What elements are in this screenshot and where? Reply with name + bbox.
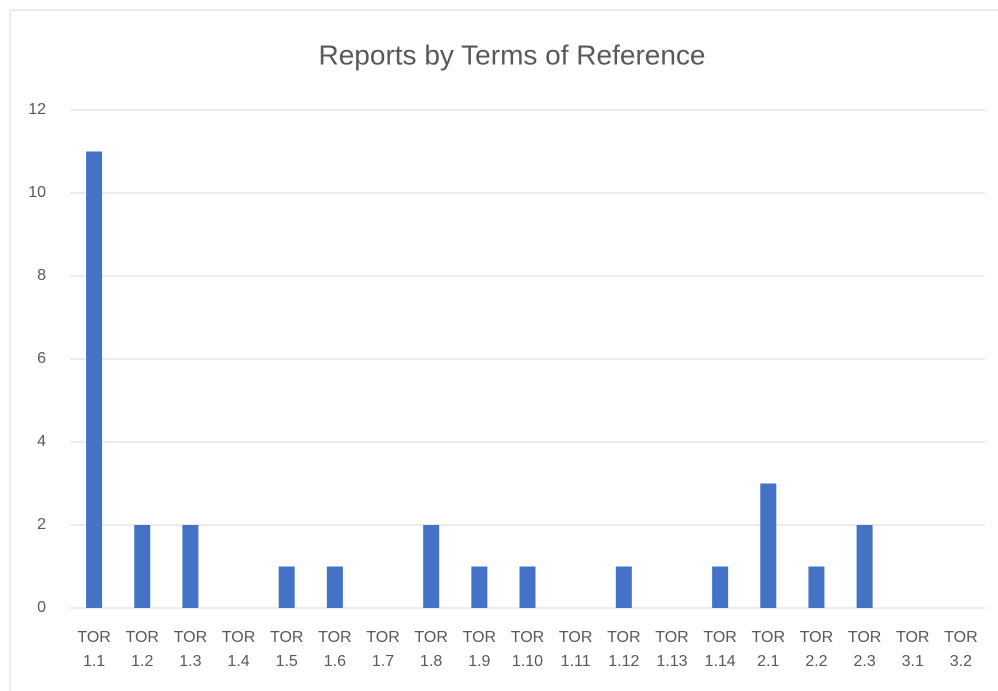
bar <box>760 483 777 608</box>
x-tick-label: TOR 1.8 <box>414 629 448 670</box>
y-tick-label: 8 <box>37 267 46 284</box>
y-tick-label: 12 <box>28 101 46 118</box>
bar <box>808 566 825 608</box>
x-tick-label: TOR 1.6 <box>318 629 352 670</box>
x-tick-label: TOR 2.3 <box>847 629 882 670</box>
x-tick-label: TOR 1.4 <box>221 629 256 670</box>
bar <box>856 525 873 608</box>
x-tick-label: TOR 3.1 <box>896 629 930 670</box>
y-tick-label: 6 <box>37 350 46 367</box>
bar <box>519 566 536 608</box>
x-tick-label: TOR 2.1 <box>751 629 786 670</box>
x-tick-label: TOR 1.2 <box>125 629 159 670</box>
bar <box>134 525 151 608</box>
x-tick-label: TOR 1.14 <box>703 629 737 670</box>
chart-border <box>9 9 998 691</box>
bar <box>278 566 295 608</box>
x-tick-label: TOR 1.1 <box>77 629 111 670</box>
chart-title: Reports by Terms of Reference <box>319 39 706 70</box>
x-tick-label: TOR 1.13 <box>655 629 689 670</box>
x-tick-label: TOR 1.7 <box>366 629 400 670</box>
x-tick-label: TOR 1.11 <box>558 629 593 670</box>
x-tick-label: TOR 1.3 <box>173 629 208 670</box>
y-tick-label: 0 <box>37 599 46 616</box>
bar <box>712 566 729 608</box>
bar <box>326 566 343 608</box>
bar <box>615 566 632 608</box>
bar <box>182 525 199 608</box>
x-tick-label: TOR 1.9 <box>462 629 497 670</box>
y-tick-label: 10 <box>28 184 46 201</box>
x-tick-label: TOR 2.2 <box>799 629 834 670</box>
x-tick-label: TOR 3.2 <box>944 629 978 670</box>
bar <box>86 151 103 608</box>
bar <box>423 525 440 608</box>
x-tick-label: TOR 1.10 <box>510 629 545 670</box>
y-tick-label: 4 <box>37 433 46 450</box>
y-tick-label: 2 <box>37 516 46 533</box>
x-tick-label: TOR 1.12 <box>607 629 641 670</box>
x-tick-label: TOR 1.5 <box>269 629 304 670</box>
bar <box>471 566 488 608</box>
